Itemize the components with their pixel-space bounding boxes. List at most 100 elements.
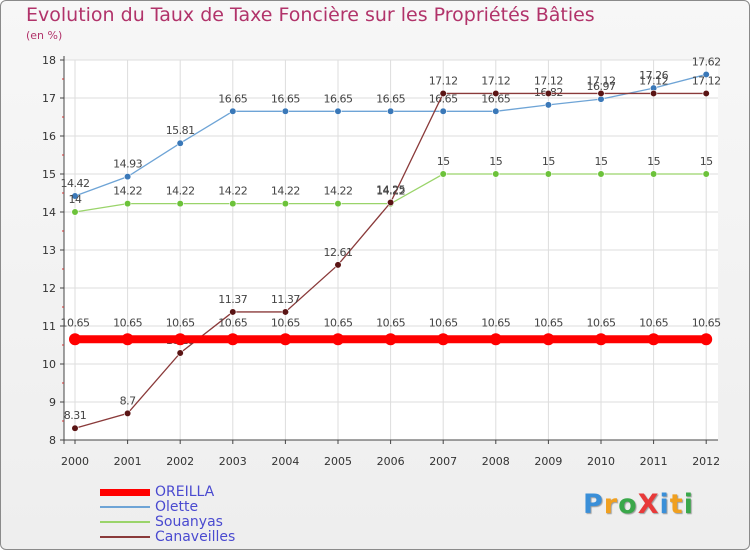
series-point-canaveilles [123, 409, 132, 418]
data-label-oreilla: 10.65 [218, 316, 247, 329]
series-point-canaveilles [229, 308, 237, 316]
x-tick-label: 2005 [324, 455, 352, 468]
legend-swatch [100, 506, 150, 508]
x-tick-label: 2008 [482, 455, 510, 468]
x-tick-label: 2011 [640, 455, 668, 468]
data-label-souanyas: 15 [700, 155, 713, 168]
data-label-olette: 15.81 [166, 124, 195, 137]
data-label-souanyas: 14.22 [324, 185, 353, 198]
series-point-olette [229, 107, 237, 115]
y-tick-label: 9 [49, 396, 56, 409]
series-point-oreilla [595, 333, 607, 346]
x-tick-label: 2004 [271, 455, 299, 468]
series-point-souanyas [334, 200, 342, 208]
data-label-canaveilles: 8.7 [120, 394, 136, 407]
data-label-canaveilles: 12.61 [324, 246, 353, 259]
data-label-oreilla: 10.65 [481, 316, 510, 329]
data-label-olette: 17.62 [692, 55, 721, 68]
legend-label: OREILLA [155, 484, 215, 500]
data-label-canaveilles: 17.12 [429, 74, 458, 87]
logo-letter: t [669, 489, 684, 520]
series-point-oreilla [384, 333, 397, 346]
series-point-souanyas [229, 200, 237, 208]
legend-label: Olette [155, 499, 199, 515]
series-point-souanyas [649, 170, 658, 178]
chart-title: Evolution du Taux de Taxe Foncière sur l… [26, 4, 595, 26]
series-point-oreilla [279, 333, 292, 346]
series-point-olette [544, 101, 553, 109]
series-point-souanyas [702, 170, 710, 178]
data-label-olette: 14.42 [61, 177, 90, 190]
data-label-souanyas: 14.22 [113, 185, 142, 198]
series-point-olette [281, 107, 290, 115]
series-point-olette [492, 107, 500, 115]
legend-item-oreilla: OREILLA [100, 484, 214, 500]
data-label-olette: 14.93 [113, 158, 142, 171]
data-label-souanyas: 15 [647, 155, 660, 168]
series-point-canaveilles [334, 261, 342, 269]
series-point-oreilla [69, 333, 81, 346]
logo-letter: P [583, 489, 604, 520]
y-tick-label: 14 [42, 206, 56, 219]
y-tick-label: 11 [42, 320, 56, 333]
data-label-olette: 16.65 [429, 92, 458, 105]
series-point-oreilla [647, 333, 660, 346]
logo-letter: X [637, 489, 660, 520]
legend-label: Souanyas [155, 514, 223, 530]
data-label-souanyas: 14.22 [271, 185, 300, 198]
series-point-canaveilles [492, 89, 500, 98]
series-point-canaveilles [649, 89, 658, 98]
series-point-oreilla [174, 333, 187, 346]
data-label-olette: 16.97 [587, 80, 616, 93]
x-tick-label: 2007 [429, 455, 457, 468]
data-label-oreilla: 10.65 [639, 316, 668, 329]
data-label-canaveilles: 17.12 [481, 74, 510, 87]
series-point-olette [123, 173, 132, 181]
series-point-souanyas [492, 170, 500, 178]
chart-subtitle: (en %) [26, 29, 63, 42]
series-point-oreilla [332, 333, 344, 346]
data-label-oreilla: 10.65 [692, 316, 721, 329]
data-label-souanyas: 14 [69, 193, 82, 206]
data-label-olette: 17.26 [639, 69, 668, 82]
data-label-oreilla: 10.65 [534, 316, 563, 329]
series-point-canaveilles [544, 89, 553, 98]
data-label-canaveilles: 14.25 [376, 184, 405, 197]
x-tick-label: 2009 [534, 455, 562, 468]
series-point-olette [176, 139, 184, 147]
series-point-oreilla [700, 333, 713, 346]
legend-swatch [100, 521, 150, 523]
x-tick-label: 2006 [377, 455, 405, 468]
y-tick-label: 15 [42, 168, 56, 181]
x-tick-label: 2010 [587, 455, 615, 468]
y-tick-label: 17 [42, 92, 56, 105]
series-point-canaveilles [597, 89, 605, 98]
logo-letter: i [659, 489, 670, 520]
legend-swatch [100, 536, 150, 538]
data-label-souanyas: 15 [437, 155, 450, 168]
series-point-oreilla [437, 333, 450, 346]
series-point-olette [334, 107, 342, 115]
series-point-canaveilles [439, 89, 447, 98]
data-label-olette: 16.65 [218, 92, 247, 105]
series-point-oreilla [121, 333, 134, 346]
data-label-souanyas: 15 [595, 155, 608, 168]
series-point-souanyas [281, 200, 290, 208]
data-label-olette: 16.65 [481, 92, 510, 105]
data-label-souanyas: 14.22 [218, 185, 247, 198]
proxiti-logo: ProXiti [583, 489, 694, 520]
data-label-canaveilles: 11.37 [271, 293, 300, 306]
y-tick-label: 12 [42, 282, 56, 295]
data-label-canaveilles: 17.12 [639, 74, 668, 87]
series-point-oreilla [489, 333, 502, 346]
legend-label: Canaveilles [155, 529, 236, 545]
series-point-souanyas [176, 200, 184, 208]
y-tick-label: 8 [49, 434, 56, 447]
series-point-oreilla [542, 333, 555, 346]
data-label-souanyas: 15 [542, 155, 555, 168]
series-point-canaveilles [387, 198, 395, 207]
series-point-oreilla [226, 333, 239, 346]
data-label-oreilla: 10.65 [113, 316, 142, 329]
data-label-canaveilles: 17.12 [692, 74, 721, 87]
series-point-souanyas [597, 170, 605, 178]
